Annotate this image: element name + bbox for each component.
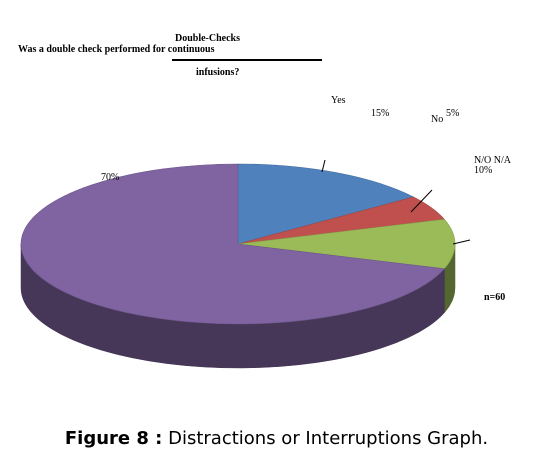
title-underline [172, 59, 322, 61]
leader-line-1 [410, 189, 433, 213]
caption-label: Figure 8 : [64, 428, 163, 449]
slice-value-main: 70% [101, 172, 120, 183]
slice-label-yes: Yes [331, 95, 346, 106]
leader-line-2 [452, 239, 471, 245]
slice-value-yes: 15% [371, 108, 390, 119]
pie-chart [20, 159, 471, 369]
pie-slice-0 [237, 163, 415, 245]
slice-value-na: 10% [474, 165, 493, 176]
caption-text: Distractions or Interruptions Graph. [162, 428, 489, 449]
slice-value-no: 5% [446, 108, 460, 119]
slice-label-no: No [431, 114, 444, 125]
pie-slice-3 [20, 163, 445, 325]
figure-caption: Figure 8 : Distractions or Interruptions… [0, 428, 553, 449]
chart-title-line2: Was a double check performed for continu… [18, 44, 215, 55]
sample-size-note: n=60 [484, 292, 506, 303]
chart-title-line3: infusions? [196, 67, 240, 78]
leader-line-0 [321, 159, 326, 173]
slice-label-na: N/O N/A [474, 155, 511, 166]
chart-title-line1: Double-Checks [175, 33, 241, 44]
